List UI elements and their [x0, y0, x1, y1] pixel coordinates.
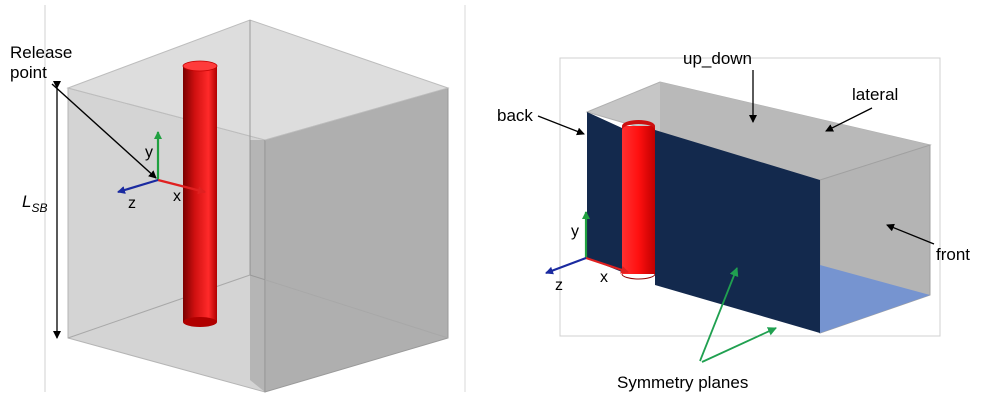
pointer-lateral — [825, 107, 873, 132]
axis-x-arrow — [157, 178, 206, 195]
half-cylinder-top — [622, 120, 656, 130]
right-panel-frame — [559, 57, 941, 337]
pointer-symmetry-2 — [701, 327, 777, 363]
label-lateral: lateral — [852, 85, 898, 104]
front-symmetry-plane — [655, 130, 820, 333]
axis-z-arrow — [545, 256, 587, 275]
release-point-pointer — [51, 83, 157, 179]
box-hidden-edge-bottom2 — [249, 274, 449, 339]
cylinder-top — [182, 60, 218, 72]
label-front: front — [936, 245, 970, 264]
label-back: back — [497, 106, 533, 125]
release-label-line2: point — [10, 63, 47, 82]
half-cylinder-body — [622, 126, 655, 274]
right-axes: y x z — [545, 211, 629, 294]
left-axes: y x z — [117, 131, 206, 212]
pointer-symmetry-1 — [699, 267, 739, 362]
box-front-face — [67, 87, 266, 393]
box-right-face — [264, 87, 449, 393]
box-hidden-edge-bottom — [67, 274, 251, 339]
label-symmetry-planes: Symmetry planes — [617, 373, 748, 392]
axis-z-label: z — [128, 195, 136, 212]
axis-z-label: z — [555, 277, 563, 294]
length-label: LSB — [22, 192, 47, 215]
release-cylinder — [182, 60, 218, 327]
axis-z-arrow — [117, 178, 159, 194]
axis-y-label: y — [145, 144, 153, 161]
box-shadow-strip — [250, 140, 265, 392]
release-label-line1: Release — [10, 43, 72, 62]
half-cylinder-bottom — [621, 273, 656, 280]
pointer-back — [537, 115, 585, 136]
left-panel: LSB Release point y x z — [10, 5, 466, 393]
pointer-front — [886, 223, 935, 245]
label-up-down: up_down — [683, 49, 752, 68]
axis-y-label: y — [571, 223, 579, 240]
half-cylinder — [621, 120, 656, 280]
cylinder-bottom — [183, 317, 217, 327]
domain-box — [66, 19, 450, 393]
axis-x-arrow — [585, 256, 629, 274]
axis-x-label: x — [600, 269, 608, 286]
cylinder-body — [183, 66, 217, 322]
back-symmetry-plane — [587, 112, 622, 272]
axis-x-label: x — [173, 188, 181, 205]
right-panel: y x z back up_down lateral front Symmetr… — [497, 49, 970, 392]
